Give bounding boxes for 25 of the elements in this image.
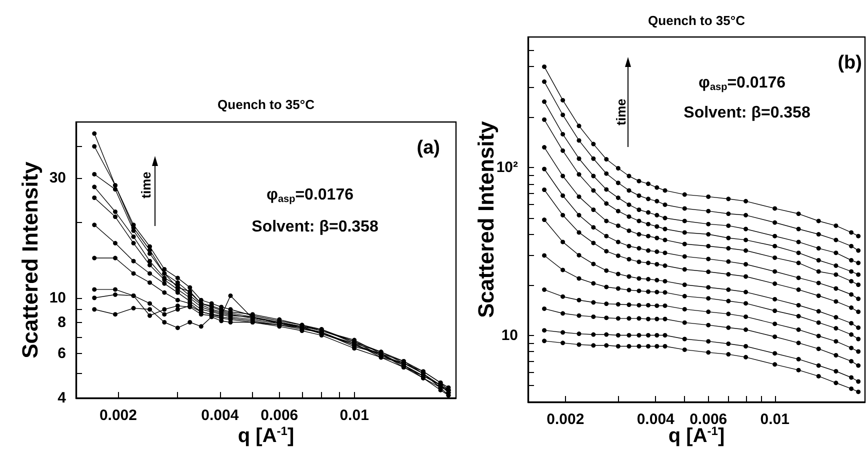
x-tick-label: 0.004 [636, 411, 676, 428]
annotation: Solvent: β=0.358 [684, 104, 810, 122]
annotation: (a) [416, 138, 440, 158]
y-tick-label: 10 [49, 289, 66, 306]
y-tick-label: 4 [58, 390, 67, 406]
y-tick-label: 10² [496, 159, 518, 176]
x-tick-label: 0.006 [260, 407, 298, 424]
chart-title: Quench to 35°C [648, 13, 746, 28]
chart-title: Quench to 35°C [218, 97, 316, 112]
y-axis-title: Scattered Intensity [474, 120, 498, 318]
y-tick-label: 10 [501, 326, 518, 344]
x-tick-label: 0.01 [340, 407, 369, 424]
annotation: (b) [838, 52, 862, 74]
y-tick-label: 30 [49, 169, 66, 186]
annotation: Solvent: β=0.358 [252, 218, 378, 236]
x-tick-label: 0.006 [690, 411, 728, 428]
y-tick-label: 6 [58, 345, 66, 362]
x-tick-label: 0.002 [99, 407, 137, 424]
x-tick-label: 0.01 [760, 411, 790, 428]
y-tick-label: 8 [58, 314, 66, 331]
annotation: time [138, 172, 154, 198]
y-axis-title: Scattered Intensity [18, 160, 42, 358]
x-tick-label: 0.004 [201, 407, 240, 424]
x-tick-label: 0.002 [546, 411, 584, 428]
annotation: time [614, 98, 628, 126]
